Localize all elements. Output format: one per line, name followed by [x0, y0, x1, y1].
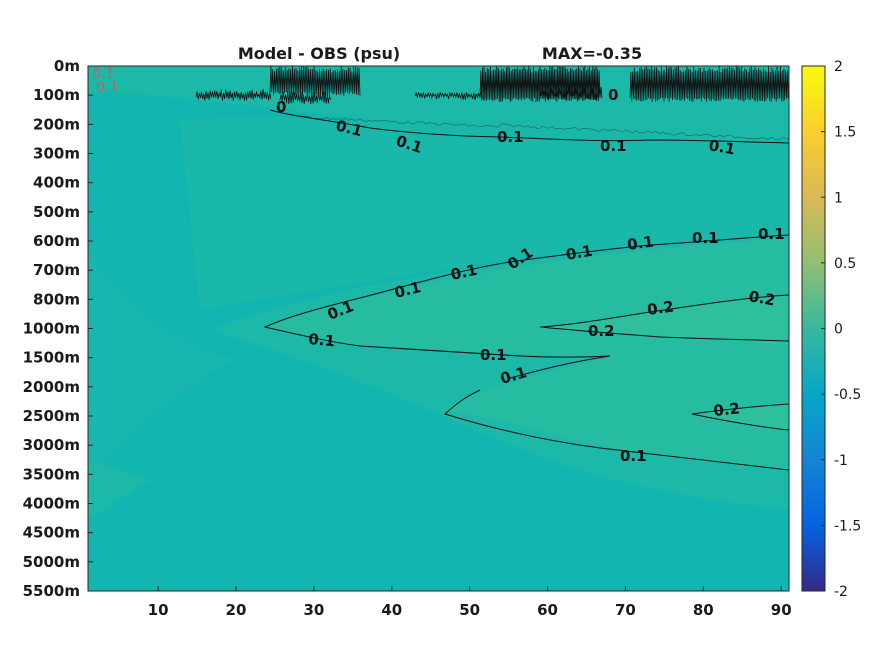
x-tick-label: 10 [148, 601, 169, 619]
contour-label: 0.1 [449, 261, 479, 284]
y-tick-label: 1000m [23, 320, 80, 338]
contour-label: 0.1 [393, 278, 423, 302]
chart-title: Model - OBS (psu) [238, 44, 400, 63]
heatmap-plot-area: 0.1 0.1 0.1 0.1 0.1 0.1 0.1 0.1 0.1 0.1 … [88, 66, 789, 591]
x-tick-label: 80 [693, 601, 714, 619]
colorbar-tick-label: 2 [834, 59, 843, 75]
y-tick-label: 0m [54, 57, 80, 75]
field-band-mid [180, 117, 789, 310]
surface-contour-noise [195, 66, 789, 141]
x-tick-label: 60 [537, 601, 558, 619]
y-tick-label: 4000m [23, 495, 80, 513]
contour-line-0.2-deep [691, 403, 789, 431]
contour-labels: 0.1 0.1 0.1 0.1 0.1 0.1 0.1 0.1 0.1 0.1 … [308, 116, 785, 465]
y-axis: 0m 100m 200m 300m 400m 500m 600m 700m 800m 1000m 1… [23, 57, 93, 600]
x-axis: 10 20 30 40 50 60 70 80 90 [148, 586, 792, 619]
contour-line-0.1-lower-tail [509, 355, 611, 379]
field-west-patch [88, 460, 150, 520]
y-tick-label: 100m [33, 86, 80, 104]
colorbar-tick-label: -2 [834, 584, 848, 600]
contour-label: 0.1 [620, 447, 647, 465]
field-region-0.2-deep [692, 405, 789, 430]
surface-label: 0 [276, 98, 286, 116]
y-tick-label: 300m [33, 145, 80, 163]
colorbar-tick-label: 0 [834, 322, 843, 338]
colorbar-tick-label: 1 [834, 190, 843, 206]
colorbar-tick-label: -1.5 [834, 518, 861, 534]
contour-label: 0.1 [600, 137, 627, 155]
contour-line-0.1-v [263, 234, 789, 358]
y-tick-label: 5500m [23, 582, 80, 600]
y-tick-label: 3000m [23, 436, 80, 454]
y-tick-label: 5000m [23, 553, 80, 571]
y-tick-label: 2000m [23, 378, 80, 396]
surface-contour-segment [629, 66, 789, 103]
contour-label: 0.1 [626, 232, 655, 254]
surface-contour-segment [299, 115, 789, 141]
x-tick-label: 30 [303, 601, 324, 619]
contour-label: 0.2 [747, 287, 776, 309]
surface-contour-segment [195, 89, 272, 101]
contour-label: 0.1 [334, 116, 364, 140]
contour-line-0.2-mid [539, 294, 789, 342]
y-tick-label: 800m [33, 290, 80, 308]
field-band-upper [88, 66, 789, 150]
surface-contour-segment [414, 91, 483, 100]
contour-line-0.1-upper [269, 109, 789, 144]
x-tick-label: 20 [226, 601, 247, 619]
field-west-band [88, 250, 240, 470]
contour-label: 0.2 [713, 399, 741, 420]
contour-label: 0.1 [497, 128, 524, 146]
field-positive-region [265, 238, 789, 470]
colorbar-tick-label: -0.5 [834, 387, 861, 403]
x-tick-label: 90 [771, 601, 792, 619]
contour-label: 0.1 [758, 225, 785, 243]
contour-label: 0.1 [565, 242, 594, 264]
colorbar-tick-label: 1.5 [834, 125, 856, 141]
x-tick-label: 40 [381, 601, 402, 619]
y-tick-label: 200m [33, 115, 80, 133]
contour-label: 0.1 [480, 346, 507, 364]
contour-line-0.1-deep [444, 389, 789, 471]
x-tick-label: 70 [615, 601, 636, 619]
y-tick-label: 1500m [23, 349, 80, 367]
contour-label: 0.2 [588, 322, 615, 340]
surface-label: 0.1 [96, 80, 118, 96]
y-tick-label: 700m [33, 261, 80, 279]
colorbar-tick-label: 0.5 [834, 256, 856, 272]
contour-label: 0.1 [308, 330, 336, 350]
y-tick-label: 400m [33, 174, 80, 192]
surface-label: 0 [608, 86, 618, 104]
surface-contour-segment [279, 90, 331, 105]
y-tick-label: 2500m [23, 407, 80, 425]
colorbar-ticks: 2 1.5 1 0.5 0 -0.5 -1 -1.5 -2 [821, 59, 861, 600]
contour-label: 0.2 [646, 297, 675, 319]
surface-contour-segment [269, 66, 361, 97]
surface-contour-segment [539, 86, 603, 100]
y-tick-label: 600m [33, 232, 80, 250]
y-tick-label: 4500m [23, 524, 80, 542]
y-tick-label: 500m [33, 203, 80, 221]
surface-label: 0.1 [92, 66, 114, 82]
colorbar-tick-label: -1 [834, 453, 848, 469]
y-tick-label: 3500m [23, 465, 80, 483]
contour-label: 0.1 [707, 136, 736, 158]
chart-max-annotation: MAX=-0.35 [542, 44, 642, 63]
contour-label: 0.1 [692, 229, 719, 247]
colorbar: 2 1.5 1 0.5 0 -0.5 -1 -1.5 -2 [801, 59, 861, 600]
x-tick-label: 50 [459, 601, 480, 619]
field-region-0.2-mid [540, 295, 789, 345]
